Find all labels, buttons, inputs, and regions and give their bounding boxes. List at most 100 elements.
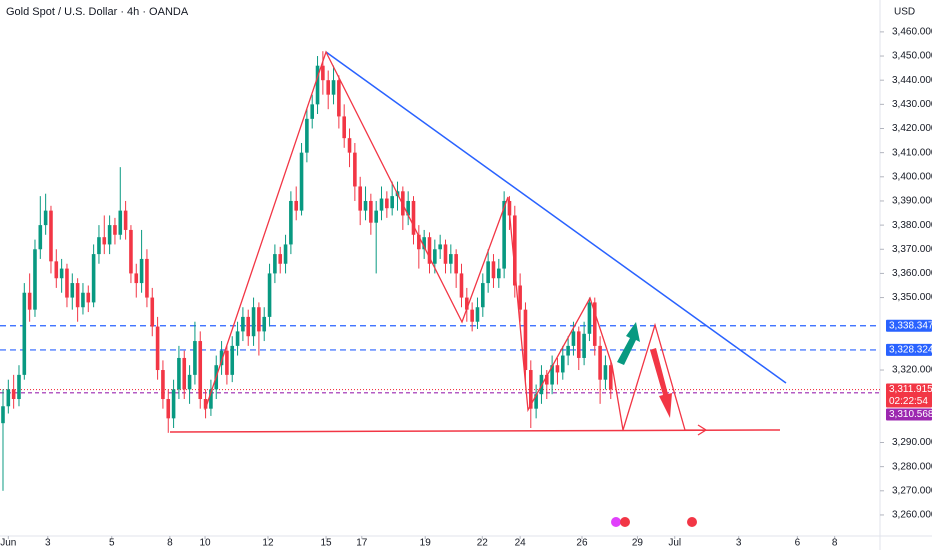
countdown: 02:22:54: [889, 396, 928, 407]
candle-body: [390, 196, 394, 209]
x-tick-label: Jun: [0, 538, 16, 549]
candle-body: [449, 254, 453, 264]
candle-body: [246, 316, 251, 337]
candle-body: [321, 65, 325, 81]
candle-body: [443, 244, 448, 264]
candle-body: [161, 370, 165, 400]
candle-body: [155, 326, 160, 371]
candle-body: [59, 268, 64, 279]
trend-line: [325, 51, 787, 384]
candle-body: [283, 244, 288, 264]
candle-body: [38, 225, 43, 250]
candle-body: [187, 374, 192, 390]
price-badge: 3,328.324: [886, 343, 932, 356]
candle-body: [177, 357, 181, 390]
candle-body: [113, 225, 117, 235]
x-tick-label: 6: [795, 538, 801, 549]
candle-body: [592, 302, 597, 346]
candle-body: [544, 374, 549, 385]
x-tick-label: 5: [109, 538, 115, 549]
badge-label: 3,310.568: [889, 409, 932, 420]
zigzag: [204, 50, 613, 413]
event-icon[interactable]: [611, 517, 621, 527]
price-badge: 3,338.347: [886, 319, 932, 332]
x-tick-label: 3: [736, 538, 742, 549]
x-tick-label: 26: [576, 538, 588, 549]
candle-body: [139, 258, 144, 284]
x-tick-label: 8: [832, 538, 838, 549]
badge-label: 3,328.324: [889, 345, 932, 356]
arrow-head: [697, 424, 708, 436]
candle-body: [65, 268, 69, 298]
badge-bg: [886, 383, 932, 408]
chart-title: Gold Spot / U.S. Dollar · 4h · OANDA: [6, 6, 189, 18]
candle-body: [315, 65, 320, 105]
candle-body: [369, 200, 373, 223]
candle-body: [75, 283, 80, 308]
y-tick-label: 3,360.000: [892, 268, 932, 279]
candle-body: [118, 210, 123, 235]
candle-body: [123, 210, 128, 230]
candle-body: [166, 399, 171, 419]
y-tick-label: 3,280.000: [892, 461, 932, 472]
projection: [611, 322, 706, 431]
candle-body: [267, 273, 272, 317]
candle-body: [273, 254, 277, 274]
candle-body: [337, 80, 341, 117]
candle-body: [235, 331, 240, 346]
candle-body: [17, 374, 21, 400]
candle-body: [203, 399, 208, 409]
x-tick-label: 10: [199, 538, 211, 549]
event-icon[interactable]: [620, 517, 630, 527]
candle-body: [145, 258, 149, 298]
candle-body: [150, 297, 155, 327]
candle-body: [241, 316, 245, 332]
candle-body: [209, 389, 213, 409]
candle-body: [134, 273, 139, 284]
y-tick-label: 3,430.000: [892, 99, 932, 110]
candle-body: [70, 283, 75, 298]
y-tick-label: 3,380.000: [892, 220, 932, 231]
candle-body: [289, 200, 293, 245]
candle-body: [481, 283, 485, 308]
candle-body: [107, 225, 112, 245]
candle-body: [438, 244, 442, 250]
candle-body: [219, 350, 224, 366]
candle-body: [470, 309, 474, 322]
y-tick-label: 3,290.000: [892, 437, 932, 448]
candle-body: [305, 118, 309, 153]
candle-body: [1, 406, 5, 424]
candle-body: [566, 345, 570, 356]
annotations: [169, 50, 787, 527]
candle-body: [326, 80, 331, 95]
x-tick-label: 15: [321, 538, 333, 549]
candle-body: [523, 309, 528, 371]
candle-body: [33, 249, 37, 310]
candle-body: [502, 200, 506, 269]
y-tick-label: 3,260.000: [892, 510, 932, 521]
candle-body: [363, 200, 368, 211]
candle-body: [379, 198, 384, 211]
candle-body: [11, 389, 16, 400]
badge-label: 3,338.347: [889, 320, 932, 331]
x-tick-label: 8: [167, 538, 173, 549]
badge-label: 3,311.915: [889, 384, 932, 395]
candle-body: [54, 261, 59, 279]
candle-body: [598, 345, 602, 380]
candle-body: [86, 292, 91, 303]
candle-body: [225, 350, 229, 375]
x-tick-label: Jul: [668, 538, 681, 549]
event-icon[interactable]: [687, 517, 697, 527]
candle-body: [310, 104, 315, 119]
candle-body: [294, 200, 299, 211]
candle-body: [102, 237, 107, 245]
candle-body: [193, 341, 197, 375]
candle-body: [534, 394, 538, 409]
badge-bg: [886, 343, 932, 356]
y-tick-label: 3,350.000: [892, 292, 932, 303]
candle-body: [299, 152, 304, 211]
candle-body: [171, 389, 176, 419]
candle-body: [555, 365, 560, 373]
candle-body: [475, 307, 480, 322]
